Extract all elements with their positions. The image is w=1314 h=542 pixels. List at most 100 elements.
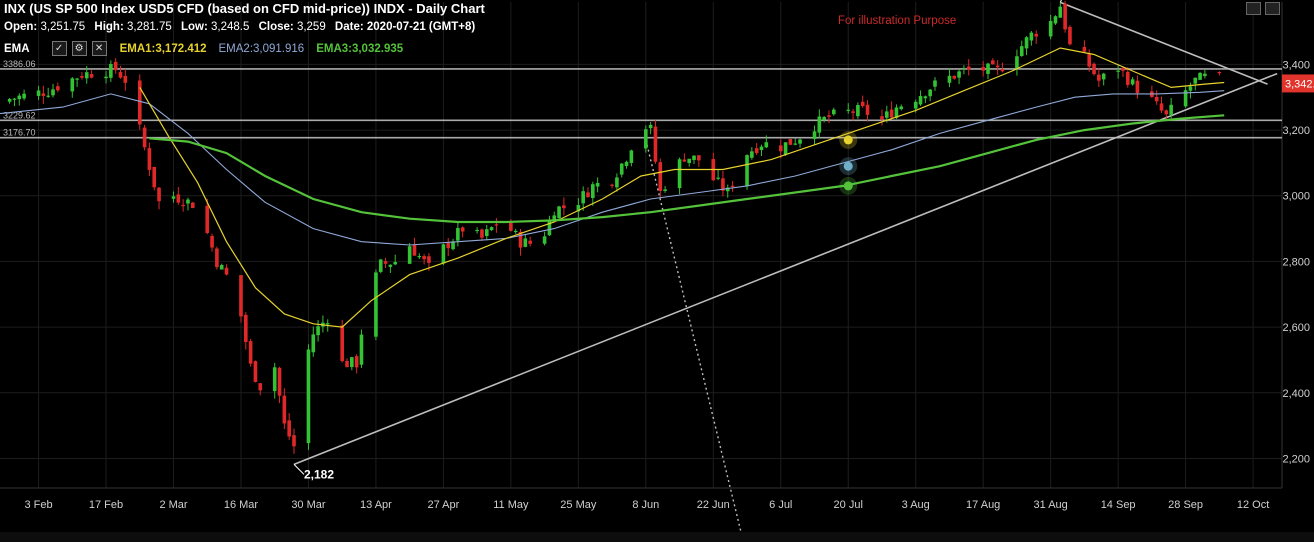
x-tick-label: 2 Mar xyxy=(159,499,187,511)
gear-icon[interactable]: ⚙ xyxy=(71,41,87,56)
x-tick-label: 20 Jul xyxy=(834,499,863,511)
ema-markers xyxy=(839,130,858,195)
low-label: Low: xyxy=(180,21,208,33)
x-tick-label: 16 Mar xyxy=(224,499,259,511)
candle-body xyxy=(730,185,735,187)
candle-body xyxy=(1154,96,1159,102)
close-icon[interactable]: ✕ xyxy=(91,41,107,56)
ohlc-readout: Open: 3,251.75 High: 3,281.75 Low: 3,248… xyxy=(4,21,475,33)
candle-body xyxy=(595,182,600,187)
image-icon[interactable] xyxy=(1246,2,1261,15)
x-tick-label: 22 Jun xyxy=(697,499,730,511)
y-tick-label: 3,200 xyxy=(1282,125,1310,137)
candle-body xyxy=(624,161,629,166)
candle-body xyxy=(1092,63,1096,75)
candle-body xyxy=(1048,20,1053,37)
candle-body xyxy=(745,155,749,187)
high-label: High: xyxy=(94,21,124,33)
candle-body xyxy=(788,138,793,145)
x-tick-label: 31 Aug xyxy=(1034,499,1068,511)
candle-body xyxy=(1116,70,1120,72)
candle-body xyxy=(388,264,393,267)
candle-body xyxy=(407,246,412,264)
candle-body xyxy=(793,143,798,145)
candle-body xyxy=(721,178,725,191)
candle-body xyxy=(1015,56,1019,70)
candle-body xyxy=(41,93,46,96)
candle-body xyxy=(219,264,224,270)
candle-body xyxy=(422,256,426,260)
candle-body xyxy=(552,215,557,220)
candle-body xyxy=(1203,73,1207,77)
candle-body xyxy=(1029,32,1034,41)
candle-body xyxy=(1063,3,1067,30)
candle-body xyxy=(750,151,754,158)
candle-body xyxy=(354,356,359,368)
candle-body xyxy=(22,93,26,99)
candle-body xyxy=(899,106,904,110)
candle-body xyxy=(933,80,937,87)
candle-body xyxy=(831,109,836,115)
current-price-badge xyxy=(1282,74,1314,93)
ema2-line xyxy=(0,90,1225,246)
candle-body xyxy=(716,177,720,179)
candle-body xyxy=(1097,74,1101,81)
candle-body xyxy=(1000,69,1005,72)
candle-body xyxy=(186,199,190,204)
candle-body xyxy=(89,74,94,78)
print-icon[interactable] xyxy=(1265,2,1280,15)
candle-body xyxy=(118,71,123,78)
ema1-readout: EMA1:3,172.412 xyxy=(119,42,207,55)
x-tick-label: 3 Aug xyxy=(902,499,930,511)
candle-body xyxy=(764,142,769,148)
x-tick-label: 30 Mar xyxy=(291,499,326,511)
candle-body xyxy=(113,61,118,71)
candle-body xyxy=(1034,33,1039,37)
checkmark-icon[interactable]: ✓ xyxy=(51,41,67,56)
candle-body xyxy=(1183,90,1188,107)
x-tick-label: 25 May xyxy=(560,499,597,511)
high-value: 3,281.75 xyxy=(127,21,172,33)
candle-body xyxy=(913,101,918,109)
candle-body xyxy=(393,261,398,265)
candle-body xyxy=(1087,54,1092,67)
x-tick-label: 3 Feb xyxy=(24,499,52,511)
trendline xyxy=(293,72,1278,466)
low-value: 3,248.5 xyxy=(211,21,250,33)
candle-body xyxy=(374,272,378,337)
candle-body xyxy=(1058,6,1063,18)
candle-body xyxy=(248,341,253,364)
candle-body xyxy=(846,109,851,111)
candle-body xyxy=(518,231,523,248)
y-axis: 2,200 2,400 2,600 2,800 3,000 3,200 3,400 3,342… xyxy=(1282,59,1314,465)
candle-body xyxy=(615,177,619,188)
candle-body xyxy=(581,191,585,204)
candle-body xyxy=(460,227,465,232)
candle-body xyxy=(311,334,316,353)
candle-body xyxy=(1053,16,1058,24)
candle-body xyxy=(798,139,802,144)
candle-body xyxy=(962,68,966,70)
candle-body xyxy=(190,202,195,208)
candle-body xyxy=(1068,26,1072,45)
candle-body xyxy=(1198,72,1202,80)
candle-body xyxy=(70,78,75,92)
candle-body xyxy=(243,314,248,342)
candle-body xyxy=(1135,80,1140,93)
trendlines xyxy=(293,1,1278,542)
candle-body xyxy=(282,395,287,424)
candle-body xyxy=(928,89,932,97)
candle-body xyxy=(441,244,446,264)
candle-body xyxy=(889,109,894,118)
candle-body xyxy=(147,148,152,170)
candle-body xyxy=(475,229,479,232)
candle-body xyxy=(17,95,22,100)
candle-body xyxy=(1019,46,1024,57)
candle-body xyxy=(480,229,484,238)
candle-body xyxy=(759,146,764,151)
candle-body xyxy=(210,235,214,248)
ema-marker xyxy=(843,161,853,171)
ema-lines xyxy=(0,47,1225,328)
candle-body xyxy=(176,194,181,203)
